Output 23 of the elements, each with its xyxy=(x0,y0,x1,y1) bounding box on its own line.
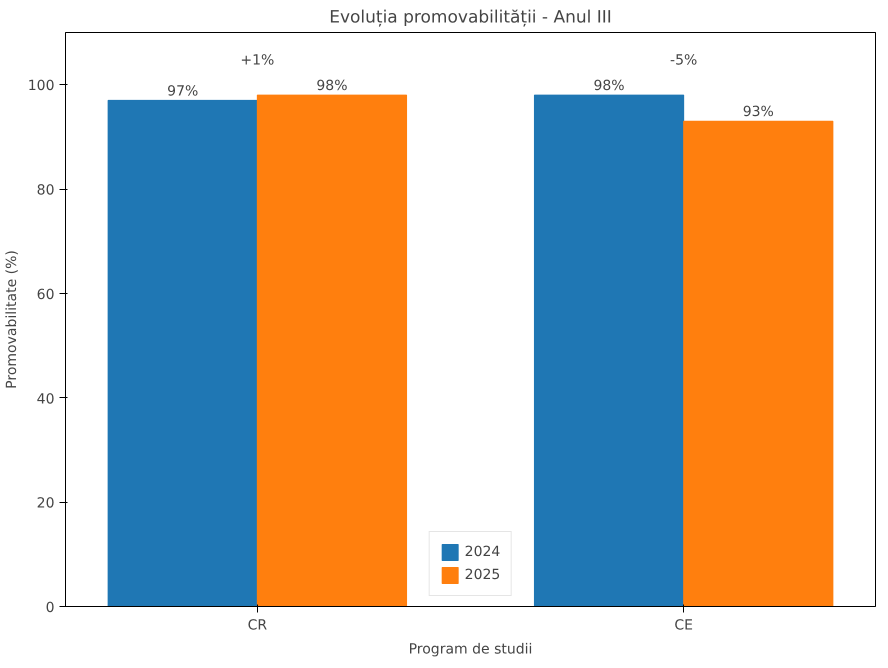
bar xyxy=(683,120,834,606)
x-axis-title: Program de studii xyxy=(408,642,532,658)
chart-title: Evoluția promovabilității - Anul III xyxy=(329,8,612,28)
annotation: -5% xyxy=(670,52,698,68)
x-tick-label: CR xyxy=(248,618,268,634)
y-tick-label: 0 xyxy=(46,600,55,616)
x-tick-label: CE xyxy=(674,618,693,634)
y-tick-label: 20 xyxy=(36,496,55,512)
bar xyxy=(108,100,258,606)
bar xyxy=(256,94,408,606)
y-tick-label: 80 xyxy=(36,182,55,199)
data-label: 97% xyxy=(167,83,198,100)
data-label: 98% xyxy=(316,78,348,94)
legend-label: 2024 xyxy=(464,544,500,560)
y-tick-label: 100 xyxy=(28,78,55,94)
data-label: 98% xyxy=(593,78,625,94)
bar xyxy=(534,94,684,606)
data-label: 93% xyxy=(742,104,774,120)
annotation: +1% xyxy=(240,52,274,68)
y-tick-label: 40 xyxy=(36,391,55,408)
y-axis-title: Promovabilitate (%) xyxy=(4,250,20,389)
y-tick-label: 60 xyxy=(36,286,55,303)
legend-label: 2025 xyxy=(464,567,500,583)
